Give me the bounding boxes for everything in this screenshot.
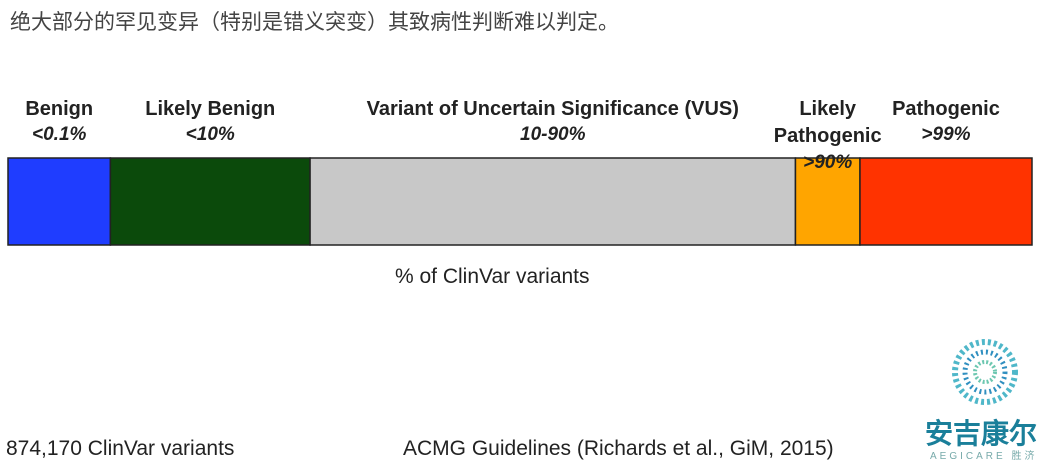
bar-segment (109, 157, 311, 246)
category-label: Benign (25, 98, 94, 120)
logo-sub: AEGICARE 胜济 (930, 451, 1038, 462)
bar-segment (309, 157, 797, 246)
category-note: <10% (185, 124, 235, 145)
logo-mark (952, 339, 1018, 405)
footnote-left: 874,170 ClinVar variants (6, 437, 235, 460)
logo-name: 安吉康尔 (925, 418, 1038, 449)
category-label: Variant of Uncertain Significance (VUS) (366, 98, 739, 120)
bar-segment (859, 157, 1033, 246)
category-label: Likely Benign (145, 98, 276, 120)
bar-segment (7, 157, 112, 246)
footnote-right: ACMG Guidelines (Richards et al., GiM, 2… (403, 437, 834, 460)
category-note: >90% (803, 152, 853, 173)
category-label: Likely Pathogenic (773, 98, 882, 147)
bar-segment (794, 157, 861, 246)
slide-title: 绝大部分的罕见变异（特别是错义突变）其致病性判断难以判定。 (10, 11, 619, 34)
category-note: >99% (921, 124, 971, 145)
category-label: Pathogenic (892, 98, 1000, 120)
category-note: <0.1% (32, 124, 87, 145)
category-note: 10-90% (520, 124, 586, 145)
x-axis-label: % of ClinVar variants (395, 265, 590, 288)
